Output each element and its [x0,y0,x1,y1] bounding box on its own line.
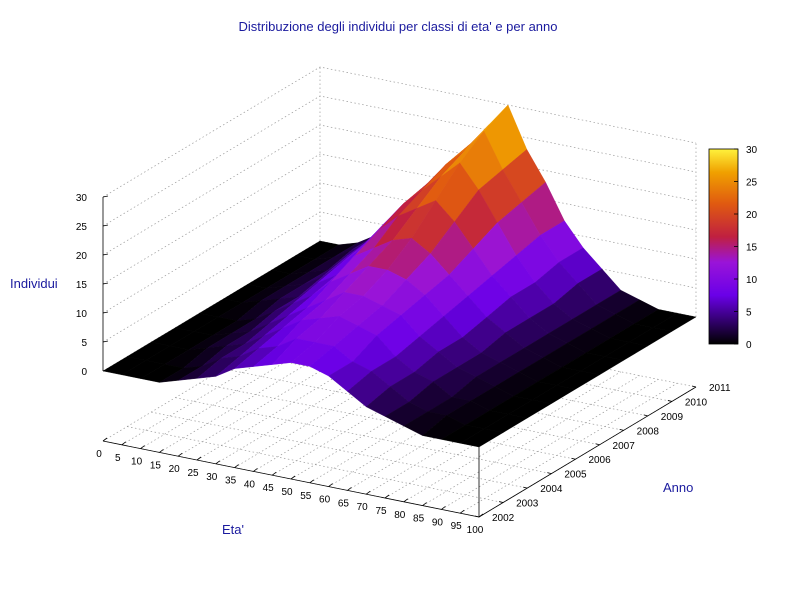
ticks-layer: 0 5 10 15 20 25 30 35 40 45 50 55 60 65 70 75 80 85 90 95 10… [76,193,731,536]
x-tick-label: 85 [413,514,425,525]
x-tick-mark [271,471,277,476]
x-tick-mark [159,449,164,453]
x-tick-mark [196,456,202,461]
grid-layer [102,66,697,518]
colorbar-tick-label: 25 [746,178,758,189]
z-tick-mark [102,340,109,343]
colorbar-ticks: 0 5 10 15 20 25 30 [734,145,758,351]
x-tick-label: 90 [432,517,444,528]
x-tick-label: 95 [451,521,463,532]
y-tick-label: 2010 [685,397,708,408]
x-axis-label: Eta' [222,522,244,537]
y-tick-mark [547,472,552,475]
colorbar-gradient [708,148,739,345]
x-tick-label: 50 [281,487,293,498]
x-tick-mark [290,475,296,480]
z-tick-label: 5 [81,338,87,349]
y-tick-label: 2009 [661,412,684,423]
colorbar-tick-label: 20 [746,210,758,221]
x-tick-mark [309,479,315,484]
y-tick-label: 2011 [709,383,731,394]
z-tick-mark [102,195,109,198]
x-tick-mark [478,513,484,518]
x-tick-label: 80 [394,510,406,521]
colorbar-tick-label: 0 [746,340,752,351]
y-axis-label: Anno [663,480,693,495]
z-axis-label: Individui [10,276,58,291]
surface-cell [459,428,504,448]
x-tick-mark [459,509,465,514]
x-tick-mark [140,445,145,449]
chart-title: Distribuzione degli individui per classi… [239,19,558,34]
x-tick-mark [422,502,427,506]
x-tick-label: 70 [357,502,369,513]
x-tick-mark [121,441,127,446]
z-gridline [102,95,697,227]
z-gridline [102,153,697,285]
x-tick-label: 75 [375,506,387,517]
y-axis-line [478,386,697,518]
x-tick-label: 25 [187,468,199,479]
x-tick-label: 0 [96,449,102,460]
x-tick-label: 30 [206,472,218,483]
colorbar-tick-label: 30 [746,145,758,156]
z-gridline [102,66,697,198]
y-tick-mark [474,515,480,518]
y-tick-mark [595,443,600,446]
x-tick-label: 20 [169,464,181,475]
z-tick-mark [102,253,109,256]
x-tick-label: 55 [300,491,312,502]
x-tick-label: 10 [131,457,143,468]
y-tick-label: 2005 [564,470,587,481]
x-tick-mark [384,494,390,499]
x-tick-mark [328,483,333,487]
z-tick-label: 20 [76,251,88,262]
y-tick-mark [667,400,672,402]
z-tick-mark [102,311,109,314]
y-tick-label: 2006 [588,455,611,466]
x-tick-mark [215,460,221,465]
colorbar: 0 5 10 15 20 25 30 [708,145,758,351]
y-tick-mark [619,428,624,431]
x-tick-label: 65 [338,498,350,509]
x-tick-mark [102,437,108,442]
x-tick-mark [403,498,409,503]
surface-layer [102,104,697,448]
y-tick-label: 2008 [637,426,660,437]
x-tick-label: 15 [150,460,162,471]
y-tick-mark [523,486,528,489]
x-tick-mark [365,490,371,495]
x-tick-label: 45 [263,483,275,494]
x-tick-mark [177,452,183,457]
z-tick-label: 0 [81,367,87,378]
y-tick-mark [643,414,648,417]
y-tick-label: 2002 [492,513,515,524]
x-tick-label: 100 [467,525,484,536]
x-tick-mark [441,506,446,510]
colorbar-tick-label: 15 [746,243,758,254]
y-tick-label: 2003 [516,499,539,510]
z-tick-label: 10 [76,309,88,320]
y-tick-mark [691,385,697,388]
colorbar-tick-label: 5 [746,308,752,319]
y-tick-mark [571,457,576,460]
y-tick-mark [499,501,504,503]
y-tick-label: 2007 [613,441,636,452]
z-tick-label: 15 [76,280,88,291]
x-tick-label: 40 [244,479,256,490]
x-tick-label: 35 [225,476,237,487]
colorbar-tick-label: 10 [746,275,758,286]
x-tick-mark [347,487,352,491]
x-tick-label: 60 [319,495,331,506]
z-tick-label: 25 [76,222,88,233]
x-tick-mark [234,464,239,468]
z-tick-mark [102,282,109,285]
z-tick-label: 30 [76,193,88,204]
x-tick-mark [253,468,258,472]
z-tick-mark [102,369,109,372]
z-tick-mark [102,224,109,227]
x-tick-label: 5 [115,453,121,464]
y-tick-label: 2004 [540,484,563,495]
